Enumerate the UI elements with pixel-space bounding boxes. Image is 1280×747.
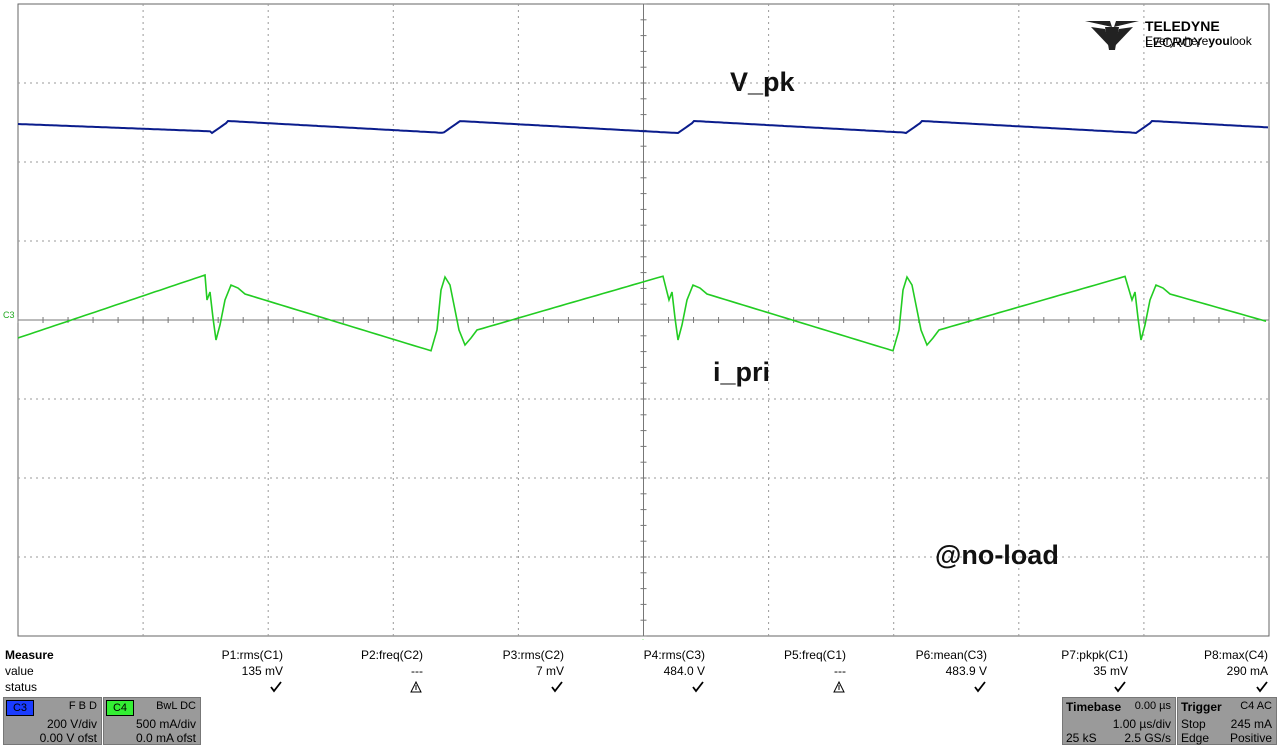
timebase-delay: 0.00 µs [1134, 700, 1171, 712]
status-bar: C3 F B D 200 V/div 0.00 V ofst C4 BwL DC… [0, 697, 1280, 747]
label-i-pri: i_pri [713, 357, 771, 387]
status-check-icon [692, 681, 704, 693]
timebase-title: Timebase [1066, 700, 1122, 714]
param-value: 484.0 V [663, 664, 705, 678]
tagline-post: look [1229, 34, 1252, 48]
brand-name: TELEDYNE [1145, 18, 1220, 34]
param-value: 7 mV [535, 664, 564, 678]
param-name[interactable]: P7:pkpk(C1) [1061, 648, 1128, 662]
tagline-bold: you [1208, 34, 1230, 48]
param-name[interactable]: P3:rms(C2) [502, 648, 564, 662]
param-name[interactable]: P8:max(C4) [1203, 648, 1268, 662]
param-value: --- [411, 664, 423, 678]
measure-value-row: value 135 mV --- 7 mV 484.0 V --- 483.9 … [0, 664, 1280, 679]
channel-c3-box[interactable]: C3 F B D 200 V/div 0.00 V ofst [3, 697, 102, 745]
channel-marker-c3: C3 [3, 310, 15, 320]
tagline-pre: Everywhere [1145, 34, 1209, 48]
channel-c4-flags: BwL DC [156, 700, 196, 712]
label-v-pk: V_pk [730, 67, 795, 97]
channel-c4-scale: 500 mA/div [135, 717, 196, 731]
param-name[interactable]: P2:freq(C2) [360, 648, 423, 662]
measure-table: Measure P1:rms(C1) P2:freq(C2) P3:rms(C2… [0, 648, 1280, 696]
channel-c3-offset: 0.00 V ofst [39, 731, 97, 745]
param-value: 35 mV [1093, 664, 1128, 678]
trigger-type: Edge [1181, 731, 1210, 745]
label-no-load: @no-load [935, 540, 1059, 570]
param-value: 483.9 V [945, 664, 987, 678]
measure-header-row: Measure P1:rms(C1) P2:freq(C2) P3:rms(C2… [0, 648, 1280, 663]
trigger-channel: C4 AC [1240, 700, 1272, 712]
trigger-mode: Stop [1181, 717, 1206, 731]
trigger-title: Trigger [1181, 700, 1222, 714]
trigger-position-marker [642, 639, 644, 640]
channel-c4-tag: C4 [106, 700, 134, 716]
graticule [17, 3, 1270, 637]
teledyne-logo-icon [1085, 21, 1139, 50]
measure-title: Measure [5, 648, 54, 662]
channel-c3-flags: F B D [68, 700, 97, 712]
trace-c1-v-pk [17, 119, 1269, 135]
row-label-value: value [5, 664, 34, 678]
row-label-status: status [5, 680, 38, 694]
param-value: 290 mA [1226, 664, 1268, 678]
param-name[interactable]: P1:rms(C1) [221, 648, 283, 662]
channel-c4-offset: 0.0 mA ofst [135, 731, 196, 745]
param-name[interactable]: P6:mean(C3) [915, 648, 987, 662]
timebase-samples: 25 kS [1066, 731, 1097, 745]
param-name[interactable]: P5:freq(C1) [783, 648, 846, 662]
trigger-slope: Positive [1229, 731, 1272, 745]
status-check-icon [270, 681, 282, 693]
channel-c3-tag: C3 [6, 700, 34, 716]
channel-c4-box[interactable]: C4 BwL DC 500 mA/div 0.0 mA ofst [103, 697, 201, 745]
status-check-icon [1114, 681, 1126, 693]
trace-c3-i-pri [17, 273, 1267, 352]
status-check-icon [974, 681, 986, 693]
timebase-per-div: 1.00 µs/div [1112, 717, 1171, 731]
param-name[interactable]: P4:rms(C3) [643, 648, 705, 662]
trigger-level: 245 mA [1230, 717, 1272, 731]
status-icons [270, 680, 1268, 693]
teledyne-lecroy-logo: TELEDYNE LECROY Everywhereyoulook [1083, 16, 1273, 52]
param-value: 135 mV [241, 664, 283, 678]
status-check-icon [1256, 681, 1268, 693]
param-value: --- [834, 664, 846, 678]
status-check-icon [551, 681, 563, 693]
trigger-box[interactable]: Trigger C4 AC Stop 245 mA Edge Positive [1177, 697, 1277, 745]
channel-c3-scale: 200 V/div [46, 717, 97, 731]
brand-name-suffix: LECROY [1145, 34, 1203, 50]
scope-display: C3 [3, 3, 1270, 640]
timebase-box[interactable]: Timebase 0.00 µs 1.00 µs/div 2.5 GS/s 25… [1062, 697, 1176, 745]
measure-status-row: status [0, 680, 1280, 695]
timebase-rate: 2.5 GS/s [1124, 731, 1171, 745]
